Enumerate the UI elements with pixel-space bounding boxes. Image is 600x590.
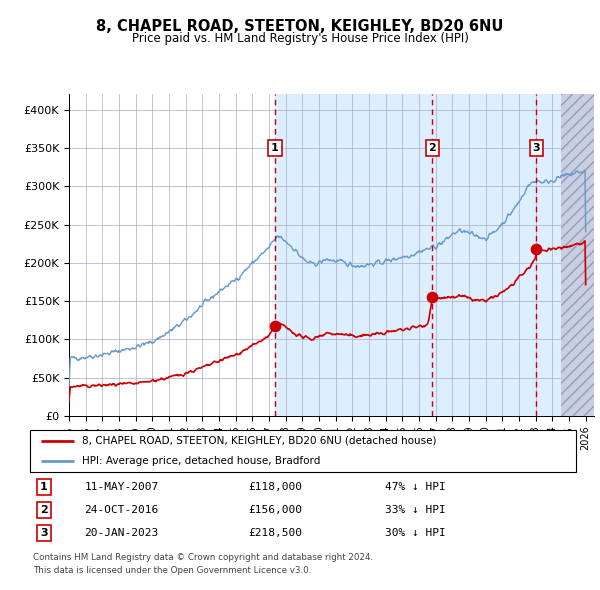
Text: 24-OCT-2016: 24-OCT-2016 xyxy=(85,505,159,514)
Text: 3: 3 xyxy=(40,528,47,538)
Text: 33% ↓ HPI: 33% ↓ HPI xyxy=(385,505,446,514)
Text: This data is licensed under the Open Government Licence v3.0.: This data is licensed under the Open Gov… xyxy=(33,566,311,575)
Text: 2: 2 xyxy=(428,143,436,153)
Text: Price paid vs. HM Land Registry's House Price Index (HPI): Price paid vs. HM Land Registry's House … xyxy=(131,32,469,45)
Text: 8, CHAPEL ROAD, STEETON, KEIGHLEY, BD20 6NU: 8, CHAPEL ROAD, STEETON, KEIGHLEY, BD20 … xyxy=(97,19,503,34)
Text: £118,000: £118,000 xyxy=(248,481,302,491)
Text: 8, CHAPEL ROAD, STEETON, KEIGHLEY, BD20 6NU (detached house): 8, CHAPEL ROAD, STEETON, KEIGHLEY, BD20 … xyxy=(82,436,436,446)
Text: HPI: Average price, detached house, Bradford: HPI: Average price, detached house, Brad… xyxy=(82,455,320,466)
Text: 20-JAN-2023: 20-JAN-2023 xyxy=(85,528,159,538)
Point xyxy=(270,321,280,330)
FancyBboxPatch shape xyxy=(30,430,576,472)
Text: 11-MAY-2007: 11-MAY-2007 xyxy=(85,481,159,491)
Text: 1: 1 xyxy=(40,481,47,491)
Bar xyxy=(560,94,594,416)
Text: 47% ↓ HPI: 47% ↓ HPI xyxy=(385,481,446,491)
Point xyxy=(532,244,541,253)
Bar xyxy=(275,94,594,416)
Text: 3: 3 xyxy=(533,143,541,153)
Text: £218,500: £218,500 xyxy=(248,528,302,538)
Text: £156,000: £156,000 xyxy=(248,505,302,514)
Text: Contains HM Land Registry data © Crown copyright and database right 2024.: Contains HM Land Registry data © Crown c… xyxy=(33,553,373,562)
Point xyxy=(428,292,437,301)
Text: 1: 1 xyxy=(271,143,279,153)
Text: 2: 2 xyxy=(40,505,47,514)
Text: 30% ↓ HPI: 30% ↓ HPI xyxy=(385,528,446,538)
